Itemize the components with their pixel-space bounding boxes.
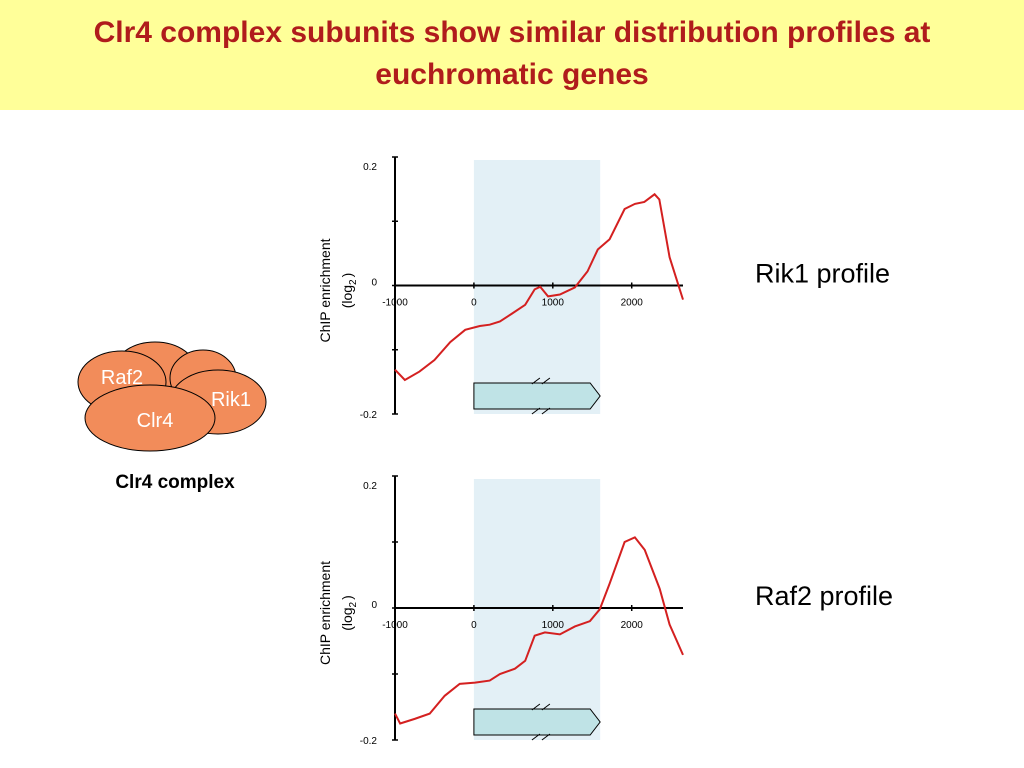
gene-arrow (473, 382, 601, 410)
x-tick-label: 2000 (621, 298, 644, 309)
y-axis-unit: (log2) (339, 595, 359, 631)
y-axis-unit: (log2) (339, 273, 359, 309)
subunit-label: Rik1 (211, 389, 251, 411)
break-mark (531, 703, 551, 711)
subunit-shape (84, 384, 216, 452)
gene-region (473, 479, 601, 740)
profile-label: Rik1 profile (755, 259, 890, 289)
x-tick-label: 1000 (542, 298, 565, 309)
unit-close: ) (339, 595, 355, 600)
title-bar: Clr4 complex subunits show similar distr… (0, 0, 1024, 110)
y-tick-label: -0.2 (360, 736, 378, 747)
slide-title: Clr4 complex subunits show similar distr… (93, 16, 931, 91)
profile-label: Raf2 profile (755, 581, 893, 611)
complex-label: Clr4 complex (115, 472, 235, 493)
unit-open: (log (339, 607, 355, 630)
profile-line (394, 536, 684, 725)
break-mark (531, 377, 551, 385)
profile-line (394, 192, 684, 382)
unit-close: ) (339, 273, 355, 278)
x-tick-label: 1000 (542, 620, 565, 631)
gene-region (473, 160, 601, 414)
subunit-label: Raf2 (101, 367, 143, 389)
y-tick-label: 0 (371, 278, 377, 289)
subunit-label: Clr4 (137, 410, 174, 432)
y-tick-label: -0.2 (360, 410, 378, 421)
break-mark (531, 733, 551, 741)
unit-sub: 2 (348, 601, 359, 607)
x-tick-label: 0 (471, 620, 477, 631)
x-tick-label: 2000 (621, 620, 644, 631)
x-tick-label: 0 (471, 298, 477, 309)
unit-open: (log (339, 285, 355, 308)
y-tick-label: 0 (371, 600, 377, 611)
gene-arrow (473, 708, 601, 736)
x-tick-label: -1000 (382, 298, 408, 309)
y-tick-label: 0.2 (363, 162, 377, 173)
break-mark (531, 407, 551, 415)
y-axis-label: ChIP enrichment (317, 238, 333, 342)
x-tick-label: -1000 (382, 620, 408, 631)
y-axis-label: ChIP enrichment (317, 561, 333, 665)
y-tick-label: 0.2 (363, 481, 377, 492)
unit-sub: 2 (348, 279, 359, 285)
